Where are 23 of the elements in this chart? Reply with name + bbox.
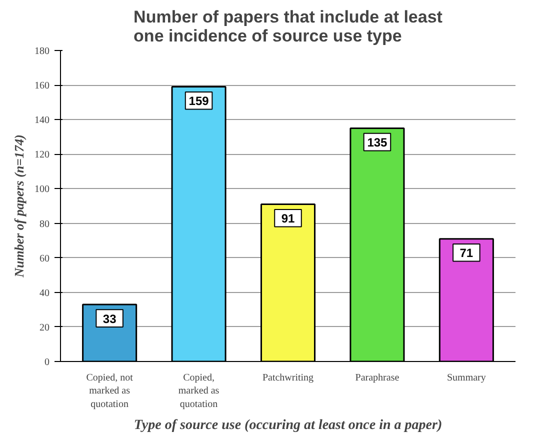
- data-label: 71: [460, 246, 474, 260]
- y-tick-label: 40: [40, 288, 50, 299]
- y-tick-label: 60: [40, 253, 50, 264]
- y-tick-label: 80: [40, 218, 50, 230]
- chart-title: Number of papers that include at least one incidence of source use type: [134, 8, 443, 46]
- data-label: 159: [188, 94, 210, 108]
- y-axis-title: Number of papers (n=174): [12, 134, 26, 278]
- y-tick-label: 140: [34, 115, 50, 126]
- y-tick-label: 120: [34, 150, 50, 161]
- x-axis-title: Type of source use (occuring at least once in a paper): [134, 418, 442, 433]
- data-label: 91: [281, 212, 295, 226]
- x-tick-label: Paraphrase: [355, 372, 400, 384]
- y-tick-label: 160: [34, 80, 50, 92]
- data-label: 33: [102, 312, 117, 326]
- x-tick-label: Copied, marked as quotation: [178, 372, 220, 410]
- x-tick-label: Summary: [446, 372, 486, 384]
- x-tick-label: Patchwriting: [262, 372, 314, 384]
- y-tick-label: 180: [34, 46, 50, 57]
- y-tick-label: 100: [34, 184, 50, 196]
- y-tick-label: 20: [40, 322, 50, 334]
- x-tick-label: Copied, not marked as quotation: [86, 372, 134, 410]
- data-label: 135: [367, 136, 388, 150]
- y-tick-label: 0: [44, 357, 50, 368]
